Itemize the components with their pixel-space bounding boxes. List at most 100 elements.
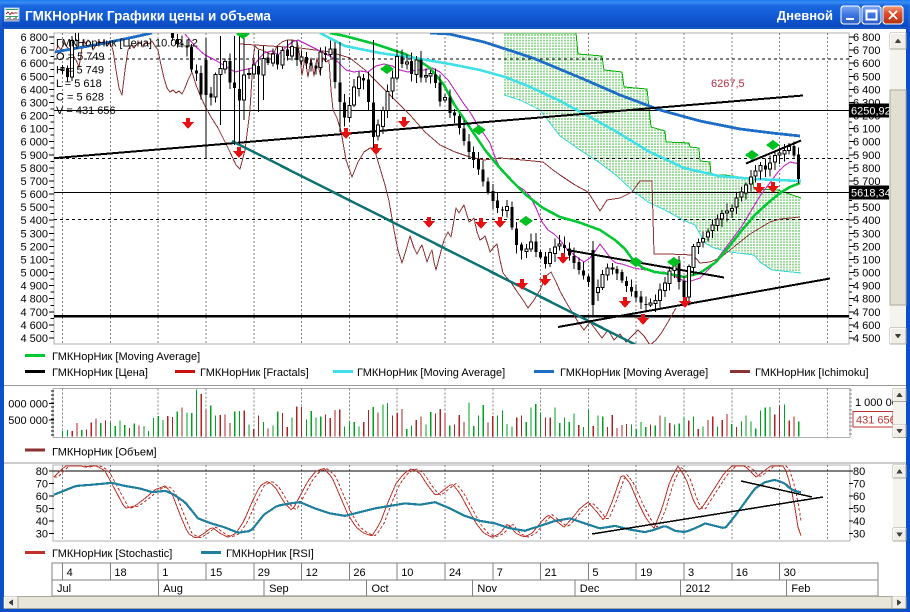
svg-text:6250,92: 6250,92	[851, 106, 891, 118]
svg-text:ГМКНорНик [Moving Average]: ГМКНорНик [Moving Average]	[52, 351, 200, 363]
svg-text:Sep: Sep	[269, 583, 289, 595]
svg-text:5 200: 5 200	[853, 241, 881, 253]
svg-text:6 200: 6 200	[20, 111, 48, 123]
svg-text:6 700: 6 700	[853, 45, 881, 57]
svg-text:1 000 00: 1 000 00	[855, 397, 898, 409]
svg-text:6267,5: 6267,5	[711, 78, 745, 90]
svg-text:6 500: 6 500	[20, 71, 48, 83]
svg-text:4: 4	[67, 567, 73, 579]
svg-text:6 100: 6 100	[20, 124, 48, 136]
svg-text:H = 5 749: H = 5 749	[56, 65, 104, 77]
svg-text:4 500: 4 500	[20, 333, 48, 345]
svg-text:50: 50	[36, 503, 48, 515]
svg-text:19: 19	[640, 567, 652, 579]
svg-text:5 400: 5 400	[853, 215, 881, 227]
svg-text:60: 60	[853, 491, 865, 503]
svg-text:80: 80	[36, 466, 48, 478]
svg-text:3: 3	[688, 567, 694, 579]
svg-text:6 800: 6 800	[853, 32, 881, 44]
svg-text:6 400: 6 400	[853, 84, 881, 96]
svg-text:Feb: Feb	[791, 583, 810, 595]
svg-text:6 400: 6 400	[20, 84, 48, 96]
svg-text:5 100: 5 100	[20, 255, 48, 267]
svg-text:80: 80	[853, 466, 865, 478]
svg-text:30: 30	[36, 528, 48, 540]
svg-text:5 100: 5 100	[853, 255, 881, 267]
svg-text:26: 26	[353, 567, 365, 579]
svg-text:000 000: 000 000	[8, 399, 48, 411]
svg-text:5 700: 5 700	[20, 176, 48, 188]
svg-text:L = 5 618: L = 5 618	[56, 78, 102, 90]
svg-text:C = 5 628: C = 5 628	[56, 92, 104, 104]
svg-text:5 000: 5 000	[853, 268, 881, 280]
svg-text:Oct: Oct	[372, 583, 389, 595]
svg-text:ГМКНорНик [Fractals]: ГМКНорНик [Fractals]	[200, 367, 309, 379]
svg-text:5 800: 5 800	[20, 163, 48, 175]
svg-text:431 656: 431 656	[856, 415, 896, 427]
svg-text:Aug: Aug	[163, 583, 183, 595]
svg-text:4 800: 4 800	[20, 294, 48, 306]
svg-text:4 900: 4 900	[20, 281, 48, 293]
svg-text:5: 5	[592, 567, 598, 579]
svg-text:ГМКНорНик [Moving Average]: ГМКНорНик [Moving Average]	[357, 367, 505, 379]
svg-text:16: 16	[736, 567, 748, 579]
svg-text:40: 40	[853, 516, 865, 528]
svg-text:5 900: 5 900	[853, 150, 881, 162]
svg-text:ГМКНорНик [Цена]: ГМКНорНик [Цена]	[52, 367, 148, 379]
svg-text:500 000: 500 000	[8, 415, 48, 427]
svg-text:12: 12	[306, 567, 318, 579]
svg-text:Jul: Jul	[57, 583, 71, 595]
svg-text:ГМКНорНик Графики цены и объем: ГМКНорНик Графики цены и объема	[25, 9, 271, 24]
svg-text:4 700: 4 700	[20, 307, 48, 319]
svg-text:15: 15	[210, 567, 222, 579]
svg-text:30: 30	[853, 528, 865, 540]
svg-text:18: 18	[114, 567, 126, 579]
svg-text:O = 5 749: O = 5 749	[56, 51, 105, 63]
svg-text:5 600: 5 600	[20, 189, 48, 201]
svg-text:4 600: 4 600	[20, 320, 48, 332]
svg-text:6 500: 6 500	[853, 71, 881, 83]
svg-text:ГМКНорНик [Moving Average]: ГМКНорНик [Moving Average]	[560, 367, 708, 379]
svg-text:29: 29	[258, 567, 270, 579]
svg-text:5 800: 5 800	[853, 163, 881, 175]
svg-text:2012: 2012	[686, 583, 710, 595]
svg-text:4 900: 4 900	[853, 281, 881, 293]
svg-text:6 000: 6 000	[20, 137, 48, 149]
svg-text:6 600: 6 600	[20, 58, 48, 70]
svg-text:10: 10	[401, 567, 413, 579]
svg-text:6 700: 6 700	[20, 45, 48, 57]
svg-text:24: 24	[449, 567, 461, 579]
svg-text:ГМКНорНик [Ichimoku]: ГМКНорНик [Ichimoku]	[755, 367, 869, 379]
svg-text:ГМКНорНик [Объем]: ГМКНорНик [Объем]	[52, 447, 157, 459]
svg-text:70: 70	[36, 479, 48, 491]
svg-text:5 700: 5 700	[853, 176, 881, 188]
svg-text:70: 70	[853, 479, 865, 491]
svg-text:4 700: 4 700	[853, 307, 881, 319]
svg-text:6 300: 6 300	[20, 97, 48, 109]
svg-text:5 500: 5 500	[853, 202, 881, 214]
svg-text:ГМКНорНик [RSI]: ГМКНорНик [RSI]	[226, 548, 314, 560]
svg-text:6 100: 6 100	[853, 124, 881, 136]
svg-text:Dec: Dec	[580, 583, 600, 595]
svg-text:50: 50	[853, 503, 865, 515]
svg-text:4 600: 4 600	[853, 320, 881, 332]
svg-text:5 300: 5 300	[20, 228, 48, 240]
svg-text:5 200: 5 200	[20, 241, 48, 253]
svg-text:V = 431 656: V = 431 656	[56, 105, 116, 117]
svg-text:40: 40	[36, 516, 48, 528]
svg-text:ГМКНорНик [Цена] 10.02.12: ГМКНорНик [Цена] 10.02.12	[56, 38, 198, 50]
svg-text:6 600: 6 600	[853, 58, 881, 70]
svg-text:4 500: 4 500	[853, 333, 881, 345]
svg-text:21: 21	[545, 567, 557, 579]
svg-text:Дневной: Дневной	[777, 8, 833, 23]
svg-text:60: 60	[36, 491, 48, 503]
svg-text:6 000: 6 000	[853, 137, 881, 149]
svg-text:5 300: 5 300	[853, 228, 881, 240]
svg-text:30: 30	[784, 567, 796, 579]
svg-text:4 800: 4 800	[853, 294, 881, 306]
svg-text:6 800: 6 800	[20, 32, 48, 44]
svg-text:5 400: 5 400	[20, 215, 48, 227]
svg-text:5 000: 5 000	[20, 268, 48, 280]
svg-text:1: 1	[162, 567, 168, 579]
svg-text:ГМКНорНик [Stochastic]: ГМКНорНик [Stochastic]	[52, 548, 172, 560]
